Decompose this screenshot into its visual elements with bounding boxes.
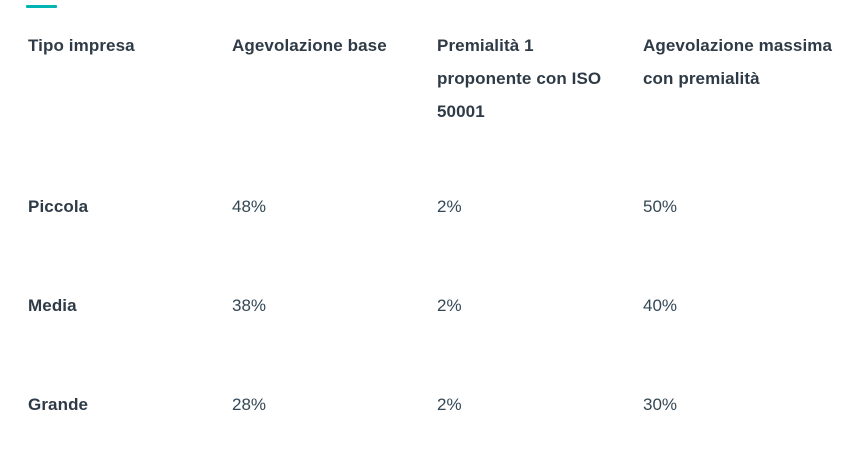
data-table: Tipo impresa Agevolazione base Premialità … [28, 0, 860, 453]
row-label: Piccola [28, 196, 89, 216]
header-line: Agevolazione base [232, 36, 387, 55]
accent-dash [26, 5, 57, 8]
header-line: Premialità 1 [437, 36, 534, 55]
value-cell: 2% [437, 295, 462, 315]
column-header-agevolazione-massima: Agevolazione massima con premialità [643, 29, 860, 157]
value-cell: 28% [232, 394, 267, 414]
table-row: Grande 28% 2% 30% [28, 355, 860, 453]
table-body: Piccola 48% 2% 50% Media 38% 2% 40% Grande 28% 2% 3… [28, 157, 860, 453]
value-cell: 30% [643, 394, 678, 414]
value-cell: 2% [437, 394, 462, 414]
value-cell: 38% [232, 295, 267, 315]
table-row: Media 38% 2% 40% [28, 256, 860, 355]
header-line: Agevolazione massima [643, 36, 833, 55]
header-line: proponente con ISO [437, 69, 602, 88]
value-cell: 2% [437, 196, 462, 216]
header-line: con premialità [643, 69, 760, 88]
value-cell: 40% [643, 295, 678, 315]
table-row: Piccola 48% 2% 50% [28, 157, 860, 256]
row-label: Media [28, 295, 77, 315]
column-header-premialita-iso-50001: Premialità 1 proponente con ISO 50001 [437, 29, 643, 157]
table-header-row: Tipo impresa Agevolazione base Premialità … [28, 0, 860, 157]
column-header-agevolazione-base: Agevolazione base [232, 29, 437, 157]
value-cell: 50% [643, 196, 678, 216]
row-label: Grande [28, 394, 89, 414]
value-cell: 48% [232, 196, 267, 216]
column-header-tipo-impresa: Tipo impresa [28, 29, 232, 157]
header-line: 50001 [437, 102, 485, 121]
header-line: Tipo impresa [28, 36, 135, 55]
